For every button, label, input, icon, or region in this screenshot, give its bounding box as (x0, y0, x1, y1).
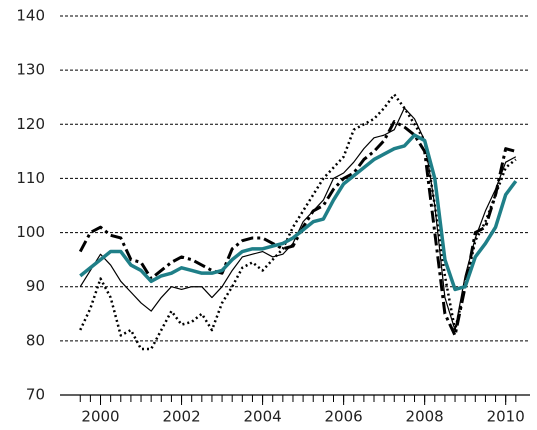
y-tick-label: 70 (26, 386, 45, 404)
y-tick-label: 130 (16, 61, 45, 79)
series-line (79, 107, 517, 331)
y-tick-label: 90 (26, 277, 45, 295)
y-tick-label: 100 (16, 223, 45, 241)
x-tick-label: 2006 (325, 408, 363, 426)
y-tick-label: 80 (26, 331, 45, 349)
x-tick-label: 2008 (406, 408, 444, 426)
x-tick-label: 2002 (162, 408, 200, 426)
y-tick-label: 120 (16, 115, 45, 133)
series-line (79, 133, 518, 292)
y-tick-label: 140 (16, 7, 45, 25)
x-tick-label: 2000 (81, 408, 119, 426)
series-line (79, 93, 517, 351)
x-tick-label: 2004 (243, 408, 281, 426)
y-tick-label: 110 (16, 169, 45, 187)
x-tick-label: 2010 (487, 408, 525, 426)
